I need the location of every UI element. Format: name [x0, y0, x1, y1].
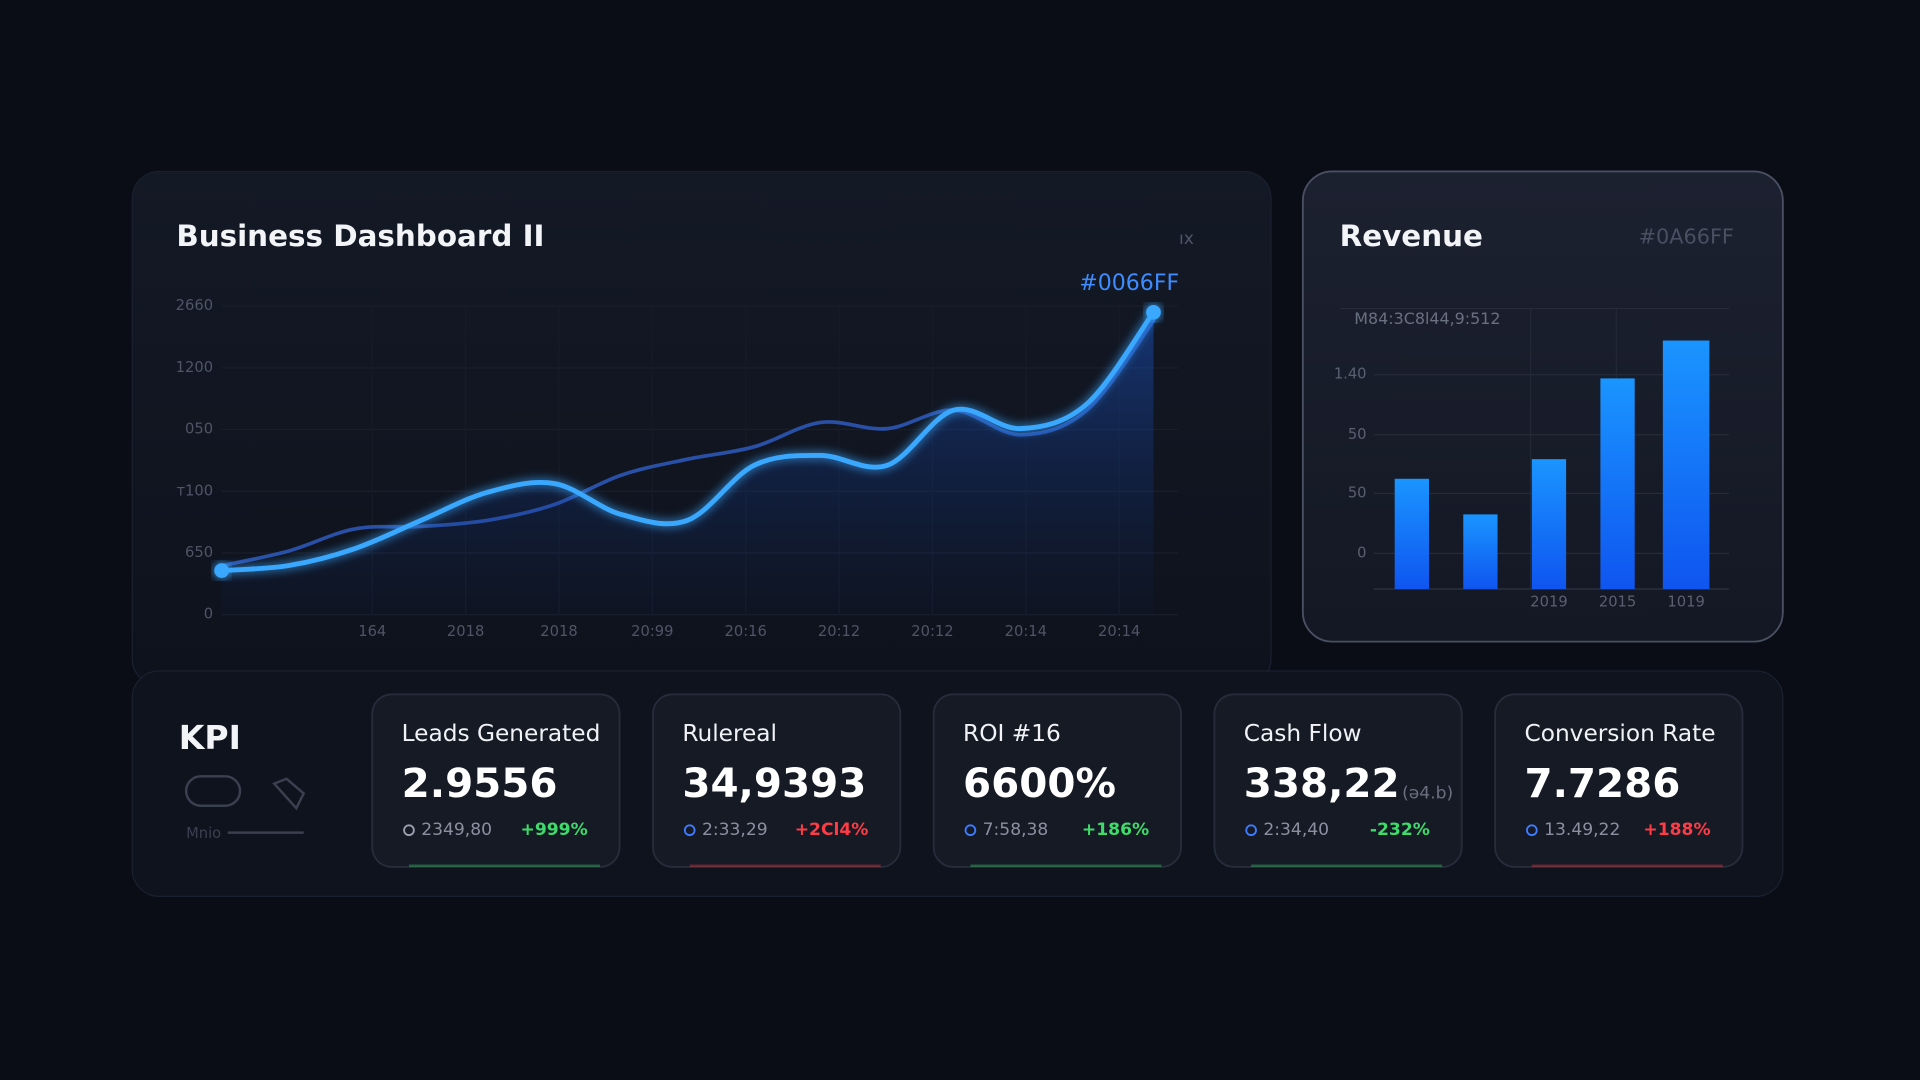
y-tick-label: 2660	[176, 297, 213, 314]
y-tick-label: 050	[185, 421, 213, 438]
icon	[964, 824, 977, 837]
x-tick-label: 2015	[1599, 593, 1636, 610]
card-bg	[1494, 693, 1744, 868]
panel-title: Revenue	[1340, 219, 1483, 253]
card-bg	[371, 693, 621, 868]
card-value: 6600%	[963, 759, 1116, 807]
line	[219, 309, 1156, 574]
kpi-card: Rulereal 34,9393 2:33,29 +2Cl4%	[652, 693, 902, 868]
kpi-card: Leads Generated 2.9556 2349,80 +999%	[371, 693, 621, 868]
x-tick-label: 20:14	[1005, 623, 1047, 640]
card-value: 2.9556	[402, 759, 558, 807]
kpi-card: Cash Flow 338,22 (ə4.b) 2:34,40 -232%	[1213, 693, 1463, 868]
y-tick-label: 50	[1348, 426, 1367, 443]
bar	[1600, 378, 1635, 589]
card-change: +2Cl4%	[795, 820, 869, 840]
card-value: 338,22	[1244, 759, 1400, 807]
x-tick-label: 20:12	[818, 623, 860, 640]
highlight-label: #0066FF	[1079, 271, 1179, 296]
kpi-caption: Mnio	[186, 825, 221, 842]
card-sub: 13.49,22	[1544, 820, 1620, 840]
chart-subtitle: M84:3C8l44,9:512	[1354, 309, 1500, 328]
icon	[1245, 824, 1257, 837]
card-title: Leads Generated	[402, 720, 601, 747]
icon	[683, 824, 696, 837]
card-sub: 2:34,40	[1263, 820, 1329, 840]
card-sub: 2:33,29	[702, 820, 768, 840]
card-sub: 2349,80	[421, 820, 492, 840]
x-tick-label: 1019	[1667, 593, 1704, 610]
card-bg	[1213, 693, 1463, 868]
y-tick-label: ᴛ100	[176, 482, 213, 499]
corner-label: #0A66FF	[1639, 225, 1734, 249]
card-value-note: (ə4.b)	[1402, 783, 1453, 803]
card-bg	[932, 693, 1182, 868]
x-tick-label: 2018	[447, 623, 484, 640]
kpi-title: KPI	[179, 718, 241, 757]
card-title: Cash Flow	[1244, 720, 1362, 747]
y-tick-label: 0	[204, 606, 213, 623]
icon	[184, 775, 242, 807]
icon	[272, 777, 306, 811]
x-tick-label: 20:14	[1098, 623, 1140, 640]
card-bg	[652, 693, 902, 868]
kpi-card: ROI #16 6600% 7:58,38 +186%	[932, 693, 1182, 868]
y-tick-label: 50	[1348, 484, 1367, 501]
card-value: 7.7286	[1524, 759, 1680, 807]
card-change: -232%	[1370, 820, 1430, 840]
icon	[1526, 824, 1538, 837]
card-title: Rulereal	[682, 720, 777, 747]
x-tick-label: 20:99	[631, 623, 673, 640]
bar	[1531, 459, 1567, 589]
x-tick-label: 20:12	[911, 623, 953, 640]
bar	[1394, 478, 1429, 589]
card-title: Conversion Rate	[1524, 720, 1715, 747]
end-point	[214, 563, 229, 578]
corner-label: ıx	[1179, 229, 1194, 249]
bar	[1463, 514, 1498, 589]
y-tick-label: 0	[1357, 544, 1366, 561]
icon	[403, 824, 415, 837]
card-value: 34,9393	[682, 759, 866, 807]
x-tick-label: 2019	[1530, 593, 1567, 610]
y-tick-label: 1200	[176, 359, 213, 376]
y-tick-label: 1.40	[1334, 366, 1367, 383]
card-change: +999%	[520, 820, 587, 840]
y-tick-label: 650	[185, 544, 213, 561]
area	[221, 312, 1154, 615]
x-tick-label: 2018	[540, 623, 577, 640]
kpi-card: Conversion Rate 7.7286 13.49,22 +188%	[1494, 693, 1744, 868]
card-change: +188%	[1643, 820, 1710, 840]
card-title: ROI #16	[963, 720, 1061, 747]
card-change: +186%	[1082, 820, 1149, 840]
end-point	[1146, 304, 1161, 320]
x-tick-label: 164	[358, 623, 386, 640]
x-tick-label: 20:16	[725, 623, 767, 640]
panel-title: Business Dashboard II	[176, 219, 544, 253]
card-sub: 7:58,38	[983, 820, 1049, 840]
bar	[1662, 340, 1710, 589]
